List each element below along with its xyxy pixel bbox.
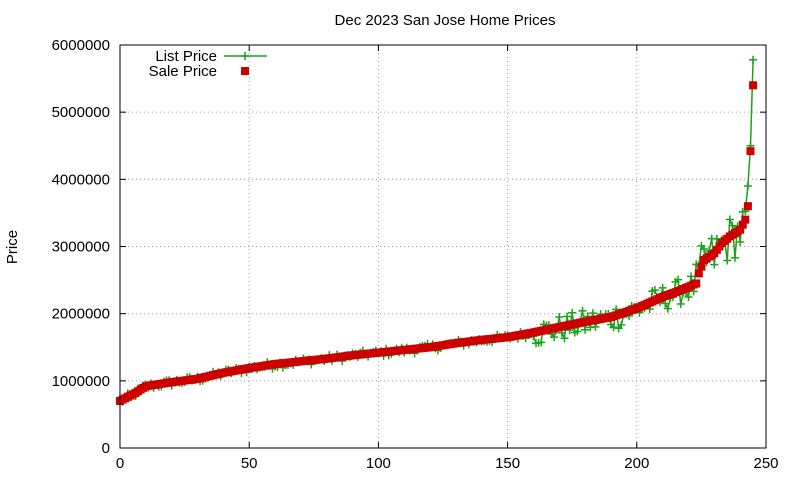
y-tick-label: 2000000: [52, 306, 110, 323]
list-price-point: [743, 182, 752, 191]
sale-price-point: [697, 262, 706, 271]
y-tick-label: 6000000: [52, 37, 110, 54]
legend-label-list-price: List Price: [155, 48, 217, 65]
list-price-point: [687, 272, 696, 281]
y-tick-label: 3000000: [52, 239, 110, 256]
list-price-point: [568, 308, 577, 317]
x-tick-label: 0: [116, 455, 124, 472]
list-price-point: [710, 260, 719, 269]
list-price-point: [609, 323, 618, 332]
list-price-point: [663, 304, 672, 313]
list-price-point: [736, 238, 745, 247]
list-price-point: [573, 327, 582, 336]
list-price-point: [581, 325, 590, 334]
list-price-point: [588, 309, 597, 318]
y-tick-label: 1000000: [52, 373, 110, 390]
sale-price-point: [692, 279, 701, 288]
list-price-point: [676, 299, 685, 308]
sale-price-series: [116, 81, 758, 405]
list-price-point: [650, 286, 659, 295]
list-price-point: [730, 253, 739, 262]
y-axis-label: Price: [4, 230, 21, 264]
legend-marker-list-price: [241, 52, 249, 60]
sale-price-point: [741, 215, 750, 224]
sale-price-point: [749, 81, 758, 90]
list-price-point: [723, 256, 732, 265]
chart-title: Dec 2023 San Jose Home Prices: [335, 12, 556, 29]
x-tick-label: 200: [624, 455, 649, 472]
sale-price-point: [738, 220, 747, 229]
x-tick-label: 100: [366, 455, 391, 472]
list-price-point: [684, 292, 693, 301]
sale-price-point: [743, 202, 752, 211]
legend-label-sale-price: Sale Price: [149, 63, 217, 80]
list-price-point: [563, 312, 572, 321]
list-price-point: [578, 306, 587, 315]
list-price-point: [674, 275, 683, 284]
list-price-point: [749, 55, 758, 64]
list-price-point: [617, 320, 626, 329]
list-price-point: [658, 283, 667, 292]
x-tick-label: 250: [753, 455, 778, 472]
sale-price-point: [736, 225, 745, 234]
legend-swatch-sale-price: [241, 67, 249, 75]
axis-ticks: 0 50 100 150 200 250 0 1000000 2000000 3000000 400…: [52, 37, 779, 472]
list-price-point: [725, 215, 734, 224]
y-tick-label: 5000000: [52, 104, 110, 121]
list-price-point: [550, 333, 559, 342]
x-tick-label: 150: [495, 455, 520, 472]
x-tick-label: 50: [241, 455, 258, 472]
list-price-point: [560, 334, 569, 343]
y-tick-label: 0: [102, 440, 110, 457]
y-tick-label: 4000000: [52, 171, 110, 188]
list-price-point: [555, 313, 564, 322]
sale-price-point: [694, 269, 703, 278]
list-price-point: [537, 338, 546, 347]
list-price-point: [699, 244, 708, 253]
sale-price-point: [746, 147, 755, 156]
list-price-point: [728, 221, 737, 230]
